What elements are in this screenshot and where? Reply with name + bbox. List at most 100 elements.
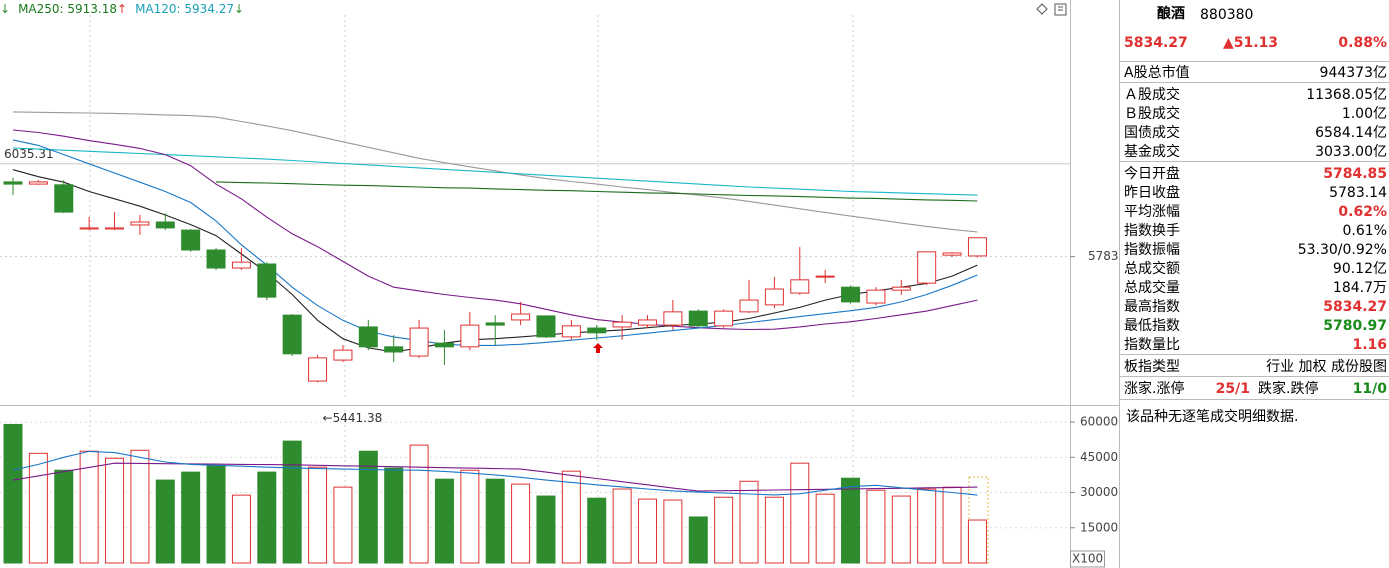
ma-line bbox=[12, 450, 978, 496]
candle-body bbox=[358, 326, 378, 348]
row-label: 基金成交 bbox=[1124, 143, 1180, 160]
volume-bar bbox=[28, 452, 48, 564]
candle-body bbox=[3, 181, 23, 185]
y-tick-label: 15000 bbox=[1080, 520, 1118, 534]
candle-body bbox=[206, 249, 226, 269]
row-value: 0.61% bbox=[1343, 223, 1387, 239]
volume-bar bbox=[384, 467, 404, 564]
y-tick-label: 5783 bbox=[1088, 249, 1119, 263]
row-value: 5780.97 bbox=[1323, 318, 1387, 334]
row-label: 指数振幅 bbox=[1124, 242, 1180, 258]
row-value: 1.00亿 bbox=[1342, 106, 1387, 122]
volume-bar bbox=[764, 496, 784, 564]
low-annotation: ←5441.38 bbox=[323, 411, 383, 425]
row-label: A股总市值 bbox=[1124, 64, 1190, 81]
volume-bar bbox=[105, 457, 125, 564]
panel-name: 酿酒 bbox=[1157, 5, 1185, 22]
candle-body bbox=[866, 289, 886, 304]
volume-bar bbox=[333, 486, 353, 564]
row-value: 5834.27 bbox=[1323, 299, 1387, 315]
window-icon[interactable] bbox=[1054, 3, 1067, 16]
volume-bar bbox=[612, 488, 632, 564]
breadth-label: 涨家.涨停 bbox=[1124, 380, 1184, 397]
frame bbox=[0, 0, 1120, 568]
candle-body bbox=[155, 221, 175, 229]
volume-bar bbox=[231, 494, 251, 564]
row-value: 184.7万 bbox=[1333, 280, 1387, 296]
volume-bar bbox=[663, 499, 683, 564]
toolbar-icons[interactable] bbox=[1036, 3, 1067, 16]
legend-arrow: ↑ bbox=[117, 2, 127, 16]
volume-bar bbox=[358, 450, 378, 564]
candle-body bbox=[79, 227, 99, 230]
candle-body bbox=[815, 275, 835, 278]
candle-body bbox=[105, 227, 125, 230]
candle-body bbox=[688, 310, 708, 327]
volume-bar bbox=[282, 440, 302, 564]
candle-body bbox=[130, 221, 150, 226]
row-value: 6584.14亿 bbox=[1315, 125, 1387, 141]
candle-body bbox=[485, 322, 505, 326]
ma-line bbox=[12, 111, 978, 233]
breadth-value: 11/0 bbox=[1353, 381, 1388, 397]
panel-change: ▲51.13 bbox=[1223, 35, 1278, 51]
candle-body bbox=[384, 346, 404, 353]
y-tick-label: 45000 bbox=[1080, 450, 1118, 464]
volume-bar bbox=[308, 466, 328, 564]
volume-bar bbox=[561, 470, 581, 564]
candle-body bbox=[841, 286, 861, 303]
volume-bar bbox=[257, 471, 277, 564]
candle-body bbox=[638, 319, 657, 326]
candle-body bbox=[231, 261, 251, 269]
ma-line bbox=[12, 129, 978, 331]
volume-bar bbox=[739, 480, 759, 564]
candle-body bbox=[739, 299, 759, 313]
legend-arrow: ↓ bbox=[234, 2, 244, 16]
volume-bar bbox=[790, 462, 810, 564]
row-label: 昨日收盘 bbox=[1124, 184, 1180, 201]
row-label: Ｂ股成交 bbox=[1124, 105, 1180, 122]
legend: ↓ MA250: 5913.18↑ MA120: 5934.27↓ bbox=[0, 2, 244, 16]
volume-bar bbox=[409, 444, 429, 564]
panel-pct: 0.88% bbox=[1338, 35, 1387, 51]
ma-line bbox=[12, 139, 978, 346]
panel-price: 5834.27 bbox=[1124, 35, 1188, 51]
candle-body bbox=[54, 184, 74, 213]
row-value: 5784.85 bbox=[1323, 166, 1387, 182]
row-label: 指数换手 bbox=[1124, 222, 1180, 239]
breadth-label: 跌家.跌停 bbox=[1258, 380, 1318, 397]
volume-bar bbox=[485, 478, 505, 564]
candle-body bbox=[764, 288, 784, 306]
row-label: 国债成交 bbox=[1124, 124, 1180, 141]
ma-line bbox=[12, 147, 978, 196]
row-label: 今日开盘 bbox=[1124, 165, 1180, 182]
row-label: 最高指数 bbox=[1124, 298, 1180, 315]
legend-text: MA250: 5913.18 bbox=[18, 2, 117, 16]
row-value: 53.30/0.92% bbox=[1298, 242, 1387, 258]
row-label: 板指类型 bbox=[1124, 359, 1180, 375]
ma-line bbox=[215, 181, 978, 202]
legend-arrow: ↓ bbox=[0, 2, 10, 16]
diamond-icon[interactable] bbox=[1036, 3, 1048, 15]
row-label: 总成交额 bbox=[1124, 260, 1180, 277]
candle-body bbox=[967, 237, 987, 257]
candle-body bbox=[28, 181, 48, 185]
ma-line bbox=[12, 462, 978, 492]
candle-body bbox=[612, 321, 632, 328]
row-label: 指数量比 bbox=[1124, 337, 1180, 353]
volume-bar bbox=[54, 469, 74, 564]
volume-bar bbox=[866, 489, 886, 564]
candle-body bbox=[434, 342, 454, 348]
volume-bar bbox=[434, 478, 454, 564]
volume-bar bbox=[536, 495, 556, 564]
volume-bar bbox=[891, 495, 911, 564]
y-tick-label: 60000 bbox=[1080, 415, 1118, 429]
estimated-volume bbox=[968, 476, 989, 564]
volume-bar bbox=[714, 496, 734, 564]
candle-body bbox=[536, 315, 556, 338]
breadth-value: 25/1 bbox=[1216, 381, 1250, 397]
candle-body bbox=[891, 286, 911, 291]
volume-bar bbox=[688, 516, 708, 564]
